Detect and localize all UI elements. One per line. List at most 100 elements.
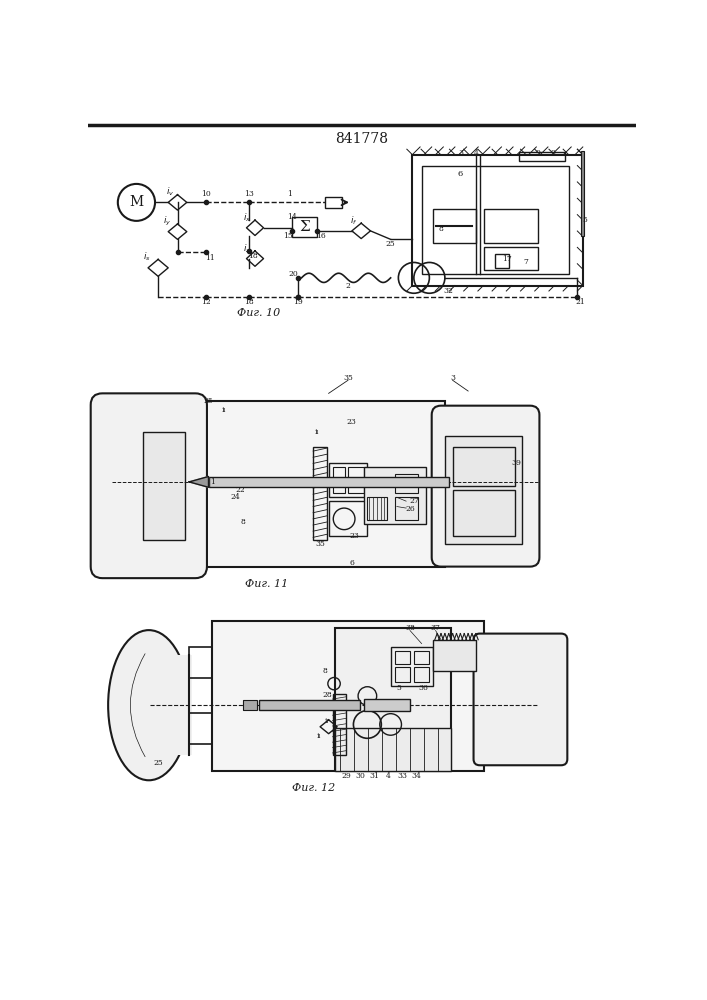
Text: 1: 1 [210, 478, 215, 486]
FancyBboxPatch shape [474, 634, 567, 765]
Polygon shape [189, 477, 209, 487]
Bar [445, 436, 522, 544]
Text: 23: 23 [349, 532, 359, 540]
Bar [189, 401, 445, 567]
Bar [332, 694, 346, 755]
Text: 6: 6 [349, 559, 354, 567]
Text: $i_s$: $i_s$ [144, 251, 151, 263]
Text: 31: 31 [370, 772, 379, 780]
Text: 24: 24 [230, 493, 240, 501]
Bar [292, 217, 317, 237]
FancyBboxPatch shape [432, 406, 539, 567]
Text: 2: 2 [346, 282, 351, 290]
Bar [414, 651, 429, 664]
Bar [433, 640, 476, 671]
Bar [335, 728, 451, 771]
Text: 35: 35 [343, 374, 353, 382]
Bar [395, 497, 418, 520]
Text: 28: 28 [322, 691, 332, 699]
Bar [484, 247, 538, 270]
Text: 22: 22 [235, 486, 245, 494]
Text: 39: 39 [511, 459, 521, 467]
Text: 8: 8 [241, 518, 246, 526]
Bar [395, 651, 410, 664]
Bar [452, 447, 515, 486]
Text: 16: 16 [316, 232, 326, 240]
Text: $i_f$: $i_f$ [350, 215, 357, 227]
Text: $i_x$: $i_x$ [243, 212, 252, 224]
Bar [395, 667, 410, 682]
Text: 4: 4 [386, 772, 391, 780]
Text: $i_y$: $i_y$ [163, 215, 172, 228]
Text: 3: 3 [458, 149, 463, 157]
Bar [143, 432, 185, 540]
Text: iₗ: iₗ [221, 406, 226, 414]
Bar [335, 628, 451, 771]
Text: 11: 11 [205, 254, 215, 262]
Bar [259, 700, 360, 710]
Text: 841778: 841778 [335, 132, 388, 146]
Text: 25: 25 [153, 759, 163, 767]
Text: 17: 17 [502, 255, 512, 263]
Text: Фиг. 10: Фиг. 10 [238, 308, 281, 318]
Text: iₗ: iₗ [315, 428, 320, 436]
Bar [313, 447, 327, 540]
Bar [452, 490, 515, 536]
Text: 4: 4 [474, 149, 479, 157]
Bar [329, 463, 368, 497]
Text: Фиг. 12: Фиг. 12 [291, 783, 334, 793]
Bar [391, 647, 433, 686]
Text: 5: 5 [582, 216, 587, 224]
Bar [395, 474, 418, 493]
Text: 3: 3 [450, 374, 455, 382]
Text: 20: 20 [288, 270, 298, 278]
Bar [580, 151, 585, 235]
Text: 8: 8 [322, 667, 327, 675]
Text: 27: 27 [409, 497, 419, 505]
Text: 30: 30 [356, 772, 366, 780]
Text: M: M [129, 195, 144, 209]
Text: 15: 15 [284, 232, 293, 240]
Bar [189, 713, 212, 744]
Text: Фиг. 11: Фиг. 11 [245, 579, 288, 589]
Bar [412, 155, 583, 286]
Text: 12: 12 [201, 298, 211, 306]
FancyBboxPatch shape [90, 393, 207, 578]
Bar [495, 254, 509, 268]
Text: 38: 38 [405, 624, 415, 632]
Bar [433, 209, 476, 243]
Text: 10: 10 [201, 190, 211, 198]
Text: 37: 37 [431, 624, 440, 632]
Text: 18: 18 [244, 298, 254, 306]
Text: 25: 25 [386, 240, 395, 248]
Bar [212, 620, 484, 771]
Bar [414, 667, 429, 682]
Text: 23: 23 [347, 418, 357, 426]
Text: 9: 9 [535, 149, 540, 157]
Text: 19: 19 [293, 298, 303, 306]
Text: 26: 26 [405, 505, 415, 513]
Text: iₗ: iₗ [325, 717, 329, 725]
Text: 5: 5 [396, 684, 401, 692]
Text: 6: 6 [457, 170, 463, 178]
Bar [363, 699, 410, 711]
Text: Σ: Σ [299, 220, 310, 234]
Bar [243, 700, 257, 710]
Text: 29: 29 [341, 772, 351, 780]
Bar [518, 152, 565, 161]
Bar [421, 166, 569, 274]
Ellipse shape [108, 630, 189, 780]
Bar [348, 466, 363, 493]
Bar [169, 655, 192, 755]
Bar [329, 501, 368, 536]
Text: $i_z$: $i_z$ [243, 242, 251, 255]
Text: 13: 13 [244, 190, 254, 198]
Bar [325, 197, 341, 208]
Text: 18: 18 [249, 252, 258, 260]
Text: 8: 8 [438, 225, 443, 233]
Bar [368, 497, 387, 520]
Text: 14: 14 [287, 213, 297, 221]
Text: 7: 7 [524, 258, 529, 266]
Text: $i_v$: $i_v$ [165, 185, 174, 198]
Text: 9: 9 [551, 149, 556, 157]
